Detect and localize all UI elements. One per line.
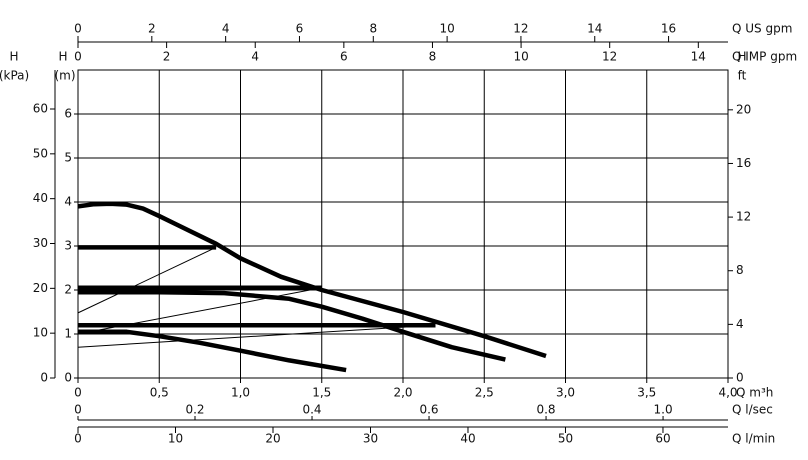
y-tick-label: 2 [64,283,72,297]
y-tick-label: 5 [64,151,72,165]
axis-tick-label: 30 [363,432,378,446]
axis-label: Q l/sec [732,403,773,417]
axis-tick-label: 14 [587,22,602,36]
y-tick-label: 3 [64,239,72,253]
x-tick-label: 3,5 [637,386,656,400]
axis-tick-label: 0 [74,432,82,446]
curve [78,329,347,373]
axis-tick-label: 20 [736,102,751,116]
x-tick-label: 0 [74,386,82,400]
axis-tick-label: 12 [513,22,528,36]
axis-tick-label: 10 [33,326,48,340]
curve [77,287,322,335]
axis-tick-label: 4 [736,317,744,331]
axis-tick-label: 20 [265,432,280,446]
axis-tick-label: 12 [602,50,617,64]
axis-tick-label: 6 [296,22,304,36]
curve [78,289,506,362]
curve [77,201,547,359]
y-axis-unit: (m) [54,69,75,83]
axis-label: Q US gpm [732,22,792,36]
x-tick-label: 1,5 [312,386,331,400]
axis-label: Q IMP gpm [732,50,797,64]
x-axis-label: Q m³h [736,386,773,400]
axis-tick-label: 14 [691,50,706,64]
curve [77,324,436,348]
axis-label: H [9,50,18,64]
axis-tick-label: 4 [251,50,259,64]
axis-tick-label: 2 [148,22,156,36]
axis-tick-label: 0.6 [419,403,438,417]
axis-label: Q l/min [732,432,775,446]
axis-tick-label: 10 [168,432,183,446]
axis-tick-label: 0 [736,371,744,385]
curve [77,246,217,314]
axis-tick-label: 1.0 [654,403,673,417]
axis-tick-label: 0 [40,371,48,385]
axis-tick-label: 0 [74,403,82,417]
axis-tick-label: 10 [513,50,528,64]
y-tick-label: 0 [64,371,72,385]
x-tick-label: 1,0 [231,386,250,400]
axis-tick-label: 0.2 [185,403,204,417]
axis-tick-label: 0.8 [536,403,555,417]
x-tick-label: 2,5 [475,386,494,400]
axis-unit: ft [738,69,747,83]
axis-label: H [737,50,746,64]
axis-tick-label: 8 [369,22,377,36]
y-tick-label: 1 [64,327,72,341]
axis-tick-label: 8 [429,50,437,64]
axis-tick-label: 30 [33,236,48,250]
axis-tick-label: 0 [74,22,82,36]
axis-tick-label: 0.4 [302,403,321,417]
axis-tick-label: 12 [736,210,751,224]
x-tick-label: 2,0 [393,386,412,400]
axis-tick-label: 50 [558,432,573,446]
x-tick-label: 4,0 [718,386,737,400]
axis-tick-label: 60 [33,102,48,116]
axis-tick-label: 50 [33,146,48,160]
axis-tick-label: 0 [74,50,82,64]
axis-tick-label: 6 [340,50,348,64]
x-tick-label: 0,5 [150,386,169,400]
axis-tick-label: 16 [661,22,676,36]
axis-tick-label: 8 [736,263,744,277]
y-tick-label: 6 [64,107,72,121]
axis-tick-label: 2 [163,50,171,64]
axis-tick-label: 60 [655,432,670,446]
axis-tick-label: 16 [736,156,751,170]
axis-tick-label: 40 [33,191,48,205]
axis-tick-label: 4 [222,22,230,36]
y-axis-label: H [58,50,67,64]
axis-unit: (kPa) [0,69,29,83]
x-tick-label: 3,0 [556,386,575,400]
y-tick-label: 4 [64,195,72,209]
axis-tick-label: 20 [33,281,48,295]
axis-tick-label: 40 [460,432,475,446]
axis-tick-label: 10 [439,22,454,36]
